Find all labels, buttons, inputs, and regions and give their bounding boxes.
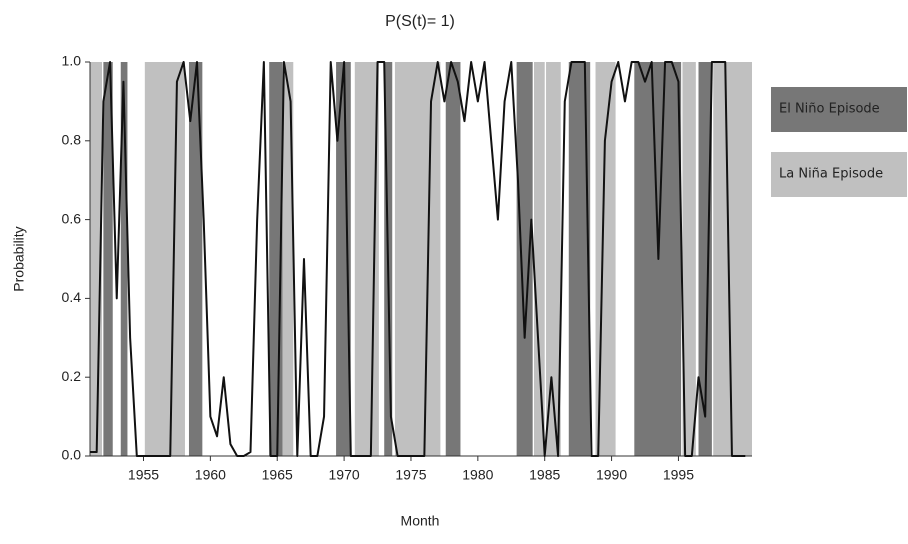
episode-band bbox=[698, 62, 712, 456]
y-tick-label: 0.0 bbox=[62, 447, 82, 463]
legend-swatch bbox=[771, 152, 907, 197]
episode-band bbox=[120, 62, 128, 456]
episode-band bbox=[394, 62, 441, 456]
episode-band bbox=[713, 62, 752, 456]
y-tick-label: 0.6 bbox=[62, 210, 82, 226]
episode-band bbox=[354, 62, 379, 456]
episode-band bbox=[568, 62, 591, 456]
legend: El Niño Episode La Niña Episode bbox=[771, 87, 907, 197]
x-tick-label: 1975 bbox=[395, 467, 426, 483]
y-tick-label: 0.2 bbox=[62, 368, 82, 384]
chart-title: P(S(t)= 1) bbox=[385, 13, 455, 30]
y-tick-label: 1.0 bbox=[62, 53, 82, 69]
x-tick-label: 1995 bbox=[663, 467, 694, 483]
episode-band bbox=[188, 62, 203, 456]
x-tick-label: 1970 bbox=[329, 467, 360, 483]
x-tick-label: 1985 bbox=[529, 467, 560, 483]
legend-swatch bbox=[771, 87, 907, 132]
legend-label: El Niño Episode bbox=[779, 102, 880, 117]
episode-band bbox=[336, 62, 351, 456]
legend-label: La Niña Episode bbox=[779, 167, 883, 182]
x-tick-label: 1960 bbox=[195, 467, 226, 483]
x-tick-label: 1990 bbox=[596, 467, 627, 483]
episode-band bbox=[516, 62, 533, 456]
y-tick-label: 0.8 bbox=[62, 132, 82, 148]
y-axis-label: Probability bbox=[11, 226, 27, 291]
episode-band bbox=[682, 62, 696, 456]
x-axis-label: Month bbox=[401, 513, 440, 529]
episode-band bbox=[534, 62, 545, 456]
episode-band bbox=[103, 62, 113, 456]
probability-line bbox=[90, 61, 746, 457]
episode-band bbox=[445, 62, 461, 456]
episode-band bbox=[282, 62, 294, 456]
y-tick-label: 0.4 bbox=[62, 289, 82, 305]
x-tick-label: 1980 bbox=[462, 467, 493, 483]
x-tick-label: 1965 bbox=[262, 467, 293, 483]
x-tick-label: 1955 bbox=[128, 467, 159, 483]
episode-band bbox=[546, 62, 561, 456]
episode-band bbox=[144, 62, 185, 456]
